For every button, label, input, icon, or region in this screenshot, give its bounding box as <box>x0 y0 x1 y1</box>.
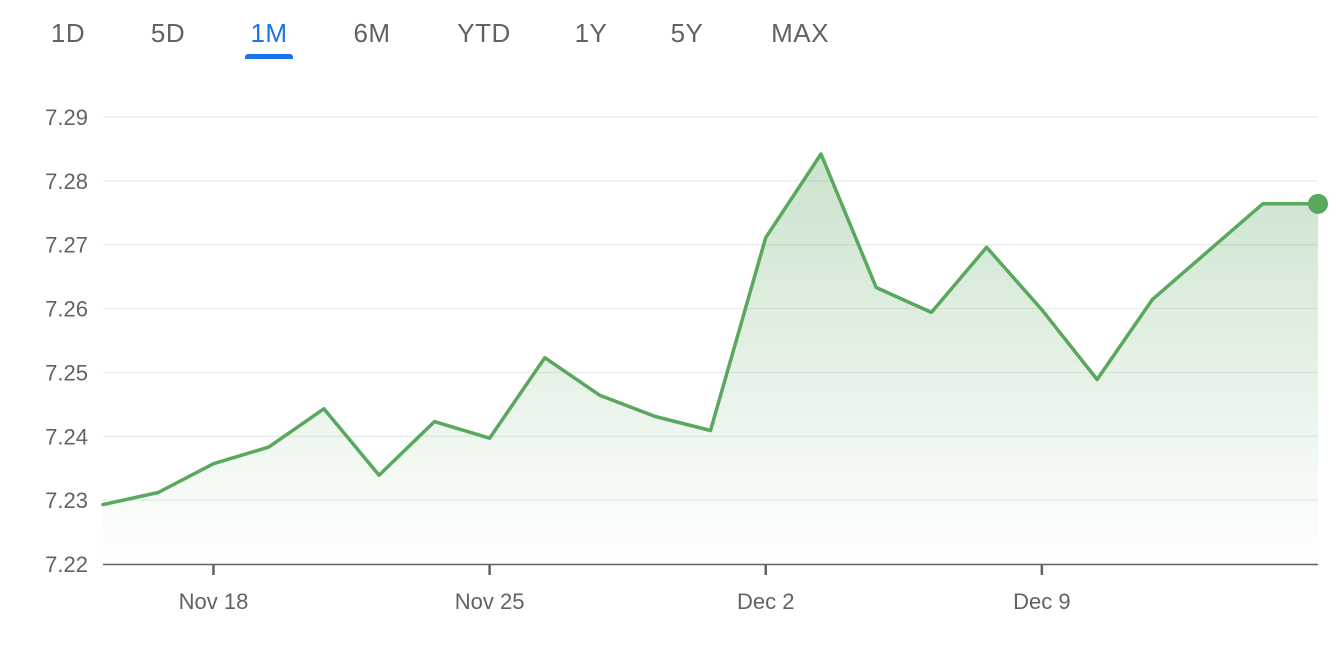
tab-6m[interactable]: 6M <box>327 18 417 58</box>
tab-max[interactable]: MAX <box>755 18 845 58</box>
tab-label: 1M <box>250 18 288 48</box>
x-axis: Nov 18 Nov 25 Dec 2 Dec 9 <box>179 564 1071 614</box>
tab-label: 1D <box>50 18 86 48</box>
tab-ytd[interactable]: YTD <box>439 18 529 58</box>
y-tick-label: 7.28 <box>45 169 88 194</box>
tab-label: 1Y <box>574 18 608 48</box>
last-point-marker[interactable] <box>1308 193 1328 214</box>
tab-label: MAX <box>771 18 829 48</box>
tab-1y[interactable]: 1Y <box>546 18 636 58</box>
y-tick-label: 7.24 <box>45 424 88 449</box>
active-tab-indicator <box>245 54 293 59</box>
y-tick-label: 7.26 <box>45 297 88 322</box>
y-tick-label: 7.22 <box>45 552 88 577</box>
y-tick-label: 7.25 <box>45 360 88 385</box>
y-tick-label: 7.23 <box>45 488 88 513</box>
x-tick-label: Nov 25 <box>455 589 525 614</box>
tab-5d[interactable]: 5D <box>123 18 213 58</box>
x-tick-label: Dec 2 <box>737 589 794 614</box>
tab-label: 6M <box>353 18 391 48</box>
y-tick-label: 7.27 <box>45 233 88 258</box>
price-area <box>103 154 1318 564</box>
tab-5y[interactable]: 5Y <box>642 18 732 58</box>
price-line <box>101 152 1320 507</box>
tab-1d[interactable]: 1D <box>23 18 113 58</box>
tab-label: YTD <box>457 18 511 48</box>
y-tick-label: 7.29 <box>45 105 88 130</box>
tab-label: 5D <box>150 18 186 48</box>
range-tabs: 1D 5D 1M 6M YTD 1Y 5Y MAX <box>0 0 1336 70</box>
tab-label: 5Y <box>670 18 704 48</box>
y-axis: 7.29 7.28 7.27 7.26 7.25 7.24 7.23 7.22 <box>45 105 88 577</box>
x-tick-label: Nov 18 <box>179 589 249 614</box>
tab-1m[interactable]: 1M <box>224 18 314 59</box>
x-tick-label: Dec 9 <box>1013 589 1070 614</box>
